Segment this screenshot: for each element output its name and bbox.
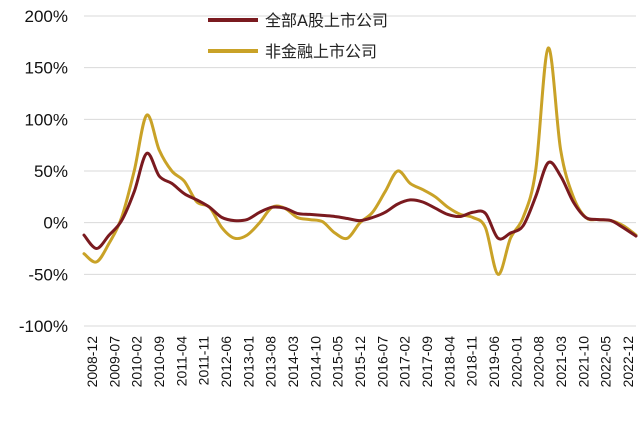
- x-tick-label: 2015-05: [330, 336, 346, 388]
- legend-label-non-financial: 非金融上市公司: [265, 42, 377, 61]
- y-tick-label: 50%: [34, 162, 68, 181]
- y-tick-label: -100%: [19, 317, 68, 336]
- x-tick-label: 2017-02: [397, 336, 413, 388]
- x-tick-label: 2021-10: [575, 336, 591, 388]
- x-tick-label: 2021-03: [553, 336, 569, 388]
- x-tick-label: 2008-12: [84, 336, 100, 388]
- x-tick-label: 2015-12: [352, 336, 368, 388]
- x-tick-label: 2010-09: [151, 336, 167, 388]
- x-tick-label: 2016-07: [374, 336, 390, 388]
- x-tick-label: 2018-11: [464, 336, 480, 387]
- x-tick-label: 2018-04: [441, 336, 457, 388]
- series-line-non-financial: [82, 46, 638, 276]
- x-tick-label: 2019-06: [486, 336, 502, 388]
- y-axis-ticks: 200% 150% 100% 50% 0% -50% -100%: [19, 7, 68, 336]
- series-line-all-a-shares: [82, 151, 638, 250]
- x-axis-ticks: 2008-12 2009-07 2010-02 2010-09 2011-04 2011-…: [84, 336, 636, 388]
- y-tick-label: 0%: [43, 214, 68, 233]
- y-tick-label: 100%: [25, 110, 68, 129]
- legend: 全部A股上市公司 非金融上市公司: [208, 11, 388, 61]
- legend-label-all-a-shares: 全部A股上市公司: [265, 11, 388, 30]
- y-tick-label: -50%: [28, 265, 68, 284]
- x-tick-label: 2014-03: [285, 336, 301, 388]
- x-tick-label: 2013-08: [263, 336, 279, 388]
- x-tick-label: 2020-01: [508, 336, 524, 388]
- x-tick-label: 2017-09: [419, 336, 435, 388]
- x-tick-label: 2009-07: [106, 336, 122, 388]
- x-tick-label: 2012-06: [218, 336, 234, 388]
- x-tick-label: 2010-02: [129, 336, 145, 388]
- x-tick-label: 2013-01: [240, 336, 256, 388]
- x-tick-label: 2014-10: [307, 336, 323, 388]
- x-tick-label: 2011-04: [173, 336, 189, 387]
- y-tick-label: 150%: [25, 59, 68, 78]
- x-tick-label: 2020-08: [531, 336, 547, 388]
- x-tick-label: 2011-11: [196, 336, 212, 386]
- x-tick-label: 2022-05: [598, 336, 614, 388]
- x-tick-label: 2022-12: [620, 336, 636, 388]
- series-lines: [82, 46, 638, 276]
- y-tick-label: 200%: [25, 7, 68, 26]
